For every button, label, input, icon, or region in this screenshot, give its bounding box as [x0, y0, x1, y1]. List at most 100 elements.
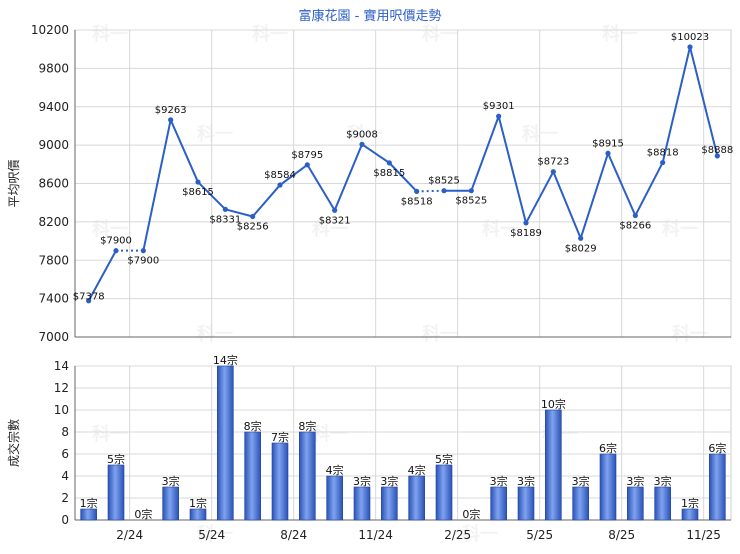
bar-data-label: 3宗	[517, 474, 535, 488]
price-data-label: $8029	[565, 243, 597, 254]
watermark-text: 科一	[602, 23, 638, 45]
transactions-bar	[326, 475, 343, 521]
price-data-label: $8525	[455, 196, 487, 207]
price-point	[441, 188, 447, 194]
price-data-label: $8815	[373, 168, 405, 179]
price-point	[222, 206, 228, 212]
y-tick-label: 7000	[38, 330, 69, 344]
bar-data-label: 3宗	[380, 474, 398, 488]
bar-data-label: 4宗	[326, 463, 344, 477]
price-line-segment	[579, 152, 609, 239]
price-line-segment	[497, 115, 527, 224]
y-tick-label: 7400	[38, 292, 69, 306]
bar-data-label: 3宗	[162, 474, 180, 488]
bar-data-label: 5宗	[435, 452, 453, 466]
price-data-label: $7900	[127, 256, 159, 267]
transactions-bar	[217, 365, 234, 521]
watermark-text: 科一	[252, 23, 288, 45]
watermark-text: 科一	[197, 323, 233, 345]
transactions-bar	[654, 486, 671, 521]
y-tick-label: 0	[61, 513, 69, 527]
y-tick-label: 10200	[31, 23, 69, 37]
price-line-segment	[634, 162, 664, 217]
price-data-label: $8915	[592, 138, 624, 149]
transactions-bar	[572, 486, 589, 521]
transactions-bar-panel: 0 2 4 6 8 10 12 14 成交宗數 1宗 5宗 0宗 3宗 1宗 14宗 8宗 7宗 8宗 4宗 3宗 3宗…	[6, 353, 732, 542]
price-data-label: $8818	[647, 148, 679, 159]
bar-data-label: 6宗	[708, 441, 726, 455]
price-line-segment	[661, 46, 691, 163]
transactions-bar	[517, 486, 535, 521]
price-point	[687, 44, 693, 50]
price-data-label: $8189	[510, 228, 542, 239]
price-data-label: $9008	[346, 129, 378, 140]
price-point	[386, 160, 392, 166]
watermark-text: 科一	[197, 123, 233, 145]
transactions-bar	[80, 508, 97, 521]
bar-data-label: 8宗	[298, 419, 316, 433]
price-point	[332, 207, 338, 213]
price-point	[359, 141, 365, 147]
price-point	[605, 150, 611, 156]
transactions-bar	[299, 431, 316, 521]
y-tick-label: 9400	[38, 100, 69, 114]
transactions-bar	[353, 486, 371, 521]
watermark-text: 科一	[312, 218, 348, 240]
transactions-bar	[435, 464, 453, 521]
x-tick-label: 2/25	[444, 528, 471, 542]
watermark-text: 科一	[662, 218, 698, 240]
x-tick-label: 8/25	[608, 528, 635, 542]
price-point	[468, 188, 474, 194]
price-data-label: $8266	[619, 221, 651, 232]
bar-data-label: 4宗	[408, 463, 426, 477]
transactions-bar	[627, 486, 644, 521]
price-point	[195, 179, 201, 185]
price-point	[523, 220, 529, 226]
price-data-label: $8888	[701, 145, 733, 156]
watermark-layer: 科一科一科一科一科一科一科一科一科一科一科一科一科一科一科一科一科一科一科一	[92, 23, 708, 545]
transactions-bar	[162, 486, 179, 521]
y-tick-label: 12	[54, 381, 69, 395]
price-line-segment	[197, 181, 227, 211]
price-point	[113, 248, 119, 254]
price-data-label: $8331	[209, 214, 241, 225]
transactions-bar	[599, 453, 617, 521]
watermark-text: 科一	[422, 23, 458, 45]
watermark-text: 科一	[92, 23, 128, 45]
price-line-segment	[142, 119, 172, 251]
price-data-label: $8615	[182, 187, 214, 198]
price-line-segment	[169, 119, 199, 183]
bar-data-label: 3宗	[353, 474, 371, 488]
price-data-label: $8321	[319, 215, 351, 226]
x-tick-label: 8/24	[280, 528, 307, 542]
transactions-bar	[545, 409, 562, 521]
bar-data-label: 1宗	[681, 496, 699, 510]
price-data-label: $7900	[100, 236, 132, 247]
chart-title: 富康花園 - 實用呎價走勢	[299, 8, 442, 24]
price-line-segment	[279, 163, 308, 186]
y-tick-label: 9800	[38, 61, 69, 75]
price-point	[277, 182, 283, 188]
price-point	[168, 117, 174, 123]
watermark-text: 科一	[347, 123, 383, 145]
price-point	[414, 188, 420, 194]
bar-data-label: 7宗	[271, 430, 289, 444]
y-tick-label: 14	[54, 359, 69, 373]
watermark-text: 科一	[197, 523, 233, 545]
x-tick-label: 5/25	[526, 528, 553, 542]
bar-data-label: 14宗	[213, 353, 238, 367]
price-point	[86, 298, 92, 304]
price-line-segment	[306, 164, 336, 211]
price-point	[304, 162, 310, 168]
bar-data-label: 3宗	[490, 474, 508, 488]
bar-data-label: 10宗	[541, 397, 566, 411]
price-line-segment	[361, 143, 390, 164]
watermark-text: 科一	[672, 323, 708, 345]
transactions-bar	[271, 442, 289, 521]
price-point	[496, 113, 502, 119]
x-tick-label: 5/24	[198, 528, 225, 542]
bar-data-label: 3宗	[654, 474, 672, 488]
transactions-bar	[107, 464, 125, 521]
bar-data-label: 6宗	[599, 441, 617, 455]
